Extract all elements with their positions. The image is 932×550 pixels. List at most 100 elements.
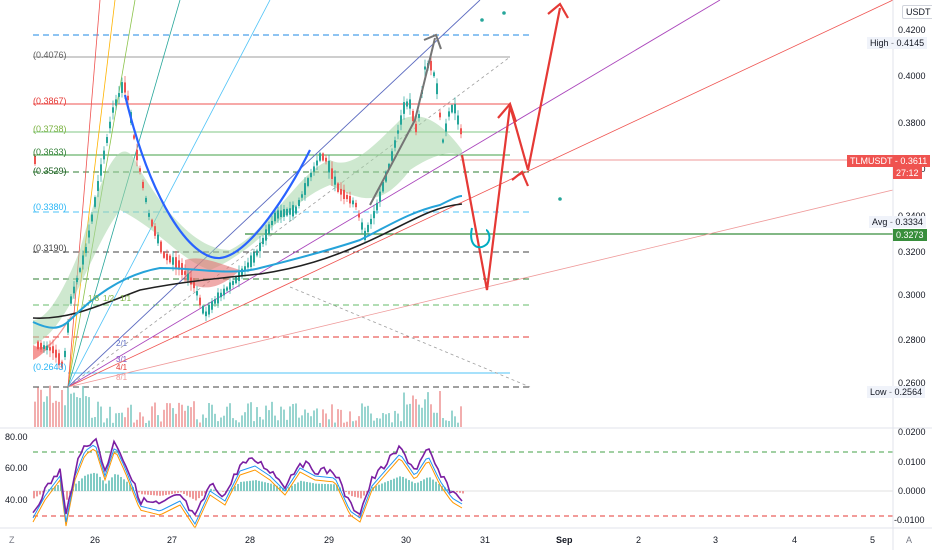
volume-bar <box>88 397 90 427</box>
candle <box>229 282 231 290</box>
histogram-bar <box>390 479 392 491</box>
candle <box>379 191 381 202</box>
auto-scale-button[interactable]: A <box>906 535 913 545</box>
gray-trend-arrow[interactable] <box>369 37 436 206</box>
candle <box>100 164 102 176</box>
candle <box>136 149 138 161</box>
candle <box>274 212 276 222</box>
histogram-bar <box>138 491 140 493</box>
histogram-bar <box>57 485 59 491</box>
volume-bar <box>355 420 357 427</box>
volume-bar <box>148 420 150 427</box>
volume-bar <box>430 404 432 427</box>
fib-label: (0.4076) <box>33 50 67 60</box>
candle <box>340 188 342 195</box>
candle <box>310 172 312 178</box>
candle <box>40 342 42 350</box>
candle <box>451 105 453 113</box>
candle <box>241 268 243 277</box>
candle <box>139 168 141 172</box>
volume-bar <box>70 393 72 427</box>
moving-average-fast[interactable] <box>32 195 463 329</box>
candle <box>187 273 189 281</box>
price-tick: 0.4000 <box>898 71 926 81</box>
candle <box>415 123 417 133</box>
volume-bar <box>424 399 426 427</box>
volume-bar <box>409 403 411 427</box>
time-tick: 27 <box>167 535 178 545</box>
moving-average-slow[interactable] <box>32 203 463 319</box>
candle <box>43 345 45 349</box>
volume-bar <box>82 385 84 427</box>
candle <box>283 209 285 217</box>
volume-bar <box>262 419 264 427</box>
candle <box>196 291 198 296</box>
histogram-bar <box>228 490 230 491</box>
histogram-bar <box>252 480 254 491</box>
zoom-button[interactable]: Z <box>9 535 15 545</box>
volume-bar <box>79 397 81 427</box>
volume-bar <box>397 413 399 427</box>
histogram-bar <box>270 483 272 491</box>
histogram-bar <box>171 491 173 494</box>
histogram-bar <box>300 480 302 491</box>
volume-bar <box>223 415 225 427</box>
candle <box>400 115 402 125</box>
candle <box>94 197 96 207</box>
volume-bar <box>103 422 105 427</box>
volume-bar <box>163 409 165 427</box>
histogram-bar <box>177 491 179 493</box>
candle <box>382 181 384 192</box>
cup-pattern-curve[interactable] <box>123 94 311 260</box>
volume-bar <box>178 402 180 427</box>
histogram-bar <box>204 491 206 494</box>
oscillator-pane[interactable] <box>32 437 893 530</box>
osc-left-tick: 80.00 <box>5 432 28 442</box>
histogram-bar <box>291 485 293 491</box>
volume-bar <box>319 422 321 427</box>
candle <box>286 209 288 216</box>
candle <box>370 218 372 225</box>
fib-label: (0.2643) <box>33 362 67 372</box>
osc-right-tick: -0.0100 <box>894 515 925 525</box>
volume-bar <box>115 413 117 427</box>
histogram-bar <box>378 484 380 491</box>
histogram-bar <box>384 482 386 491</box>
volume-bar <box>229 403 231 427</box>
osc-right-tick: 0.0000 <box>898 486 926 496</box>
volume-bar <box>247 403 249 427</box>
currency-label[interactable]: USDT <box>902 5 932 19</box>
candle <box>418 114 420 118</box>
volume-bar <box>205 417 207 427</box>
time-tick: Sep <box>556 535 573 545</box>
fib-label: (0.3190) <box>33 243 67 253</box>
volume-bar <box>253 421 255 427</box>
histogram-bar <box>174 491 176 494</box>
volume-bar <box>220 417 222 427</box>
candle <box>436 83 438 95</box>
volume-bar <box>415 399 417 427</box>
signal-line-orange <box>32 448 463 530</box>
volume-bar <box>370 413 372 427</box>
low-badge: Low - 0.2564 <box>867 386 926 398</box>
level-badge: 0.3273 <box>893 229 927 241</box>
histogram-bar <box>231 488 233 491</box>
fib-fan[interactable] <box>67 0 894 388</box>
candle <box>106 137 108 143</box>
candle <box>325 157 327 162</box>
candle <box>70 296 72 304</box>
arrowhead <box>547 2 569 19</box>
time-tick: 31 <box>480 535 491 545</box>
price-pane[interactable]: 1/8 1/2 1/1 2/1 3/1 4/1 8/1 <box>0 0 894 428</box>
histogram-bar <box>345 491 347 493</box>
histogram-bar <box>357 491 359 498</box>
volume-bar <box>166 403 168 427</box>
fib-label: (0.3529) <box>33 166 67 176</box>
candle <box>313 166 315 172</box>
histogram-bar <box>93 472 95 491</box>
histogram-bar <box>321 483 323 491</box>
candle <box>208 304 210 315</box>
time-tick: 5 <box>870 535 876 545</box>
cyan-hook-drawing[interactable] <box>470 227 491 249</box>
